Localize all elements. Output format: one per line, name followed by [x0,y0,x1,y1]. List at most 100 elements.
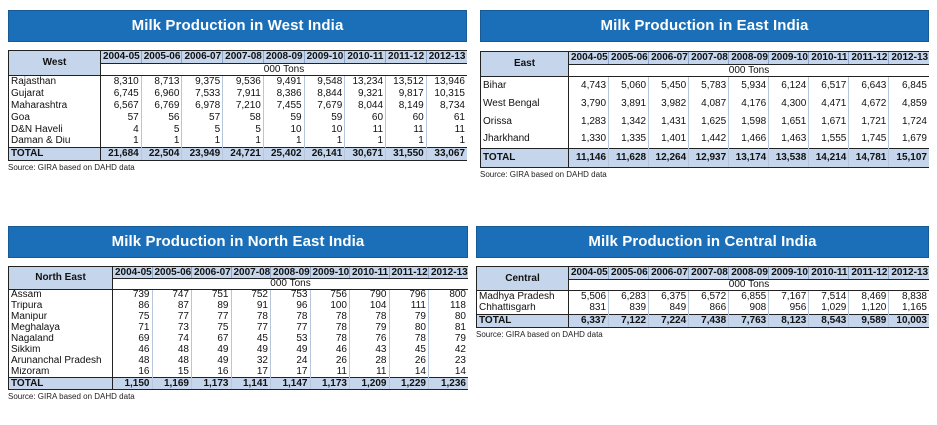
value-cell: 796 [388,289,429,301]
total-cell: 22,504 [140,147,182,161]
value-cell: 7,210 [222,99,264,112]
value-cell: 747 [151,289,192,301]
east-table: East 2004-05 2005-06 2006-07 2007-08 2008-09 2… [480,51,929,168]
value-cell: 4,300 [768,94,809,113]
value-cell: 43 [349,344,389,356]
value-cell: 866 [688,302,729,315]
value-cell: 1,442 [688,130,729,149]
region-header: North East [8,266,113,290]
total-row: TOTAL 11,146 11,628 12,264 12,937 13,174 13,53… [480,148,929,168]
table-row: Assam 739 747 751 752 753 756 790 796 800 [8,289,468,301]
header-row: Central 2004-05 2005-06 2006-07 2007-08 2008-… [476,266,929,291]
value-cell: 11 [309,366,350,378]
value-cell: 69 [112,333,152,345]
value-cell: 78 [309,322,350,334]
value-cell: 6,572 [688,290,729,303]
value-cell: 6,978 [181,99,223,112]
value-cell: 17 [270,366,310,378]
value-cell: 4,471 [808,94,849,113]
value-cell: 8,469 [848,290,889,303]
value-cell: 78 [309,333,350,345]
year-header: 2011-12 [385,50,427,64]
value-cell: 77 [230,322,271,334]
value-cell: 4,859 [888,94,929,113]
value-cell: 10,315 [425,87,467,100]
value-cell: 1,671 [808,112,849,131]
table-row: D&N Haveli 4 5 5 5 10 10 11 11 11 [8,123,467,136]
table-row: Manipur 75 77 77 78 78 78 78 79 80 [8,311,468,323]
total-cell: 26,141 [303,147,345,161]
value-cell: 3,891 [608,94,649,113]
value-cell: 77 [151,311,192,323]
total-label: TOTAL [8,377,113,390]
year-header: 2012-13 [428,266,468,279]
value-cell: 1,120 [848,302,889,315]
value-cell: 60 [344,111,386,124]
state-name: Manipur [8,311,113,323]
state-name: Assam [8,289,113,301]
year-header: 2004-05 [100,50,142,64]
year-header: 2007-08 [230,266,271,279]
value-cell: 57 [181,111,223,124]
total-cell: 9,589 [848,314,889,328]
total-cell: 13,538 [768,148,809,168]
value-cell: 1,466 [728,130,769,149]
value-cell: 78 [349,311,389,323]
west-table: West 2004-05 2005-06 2006-07 2007-08 2008-09 2… [8,50,467,161]
table-row: Mizoram 16 15 16 17 17 11 11 14 14 [8,366,468,378]
year-header: 2009-10 [768,51,809,65]
value-cell: 3,982 [648,94,689,113]
unit-row: 000 Tons [481,64,929,77]
total-cell: 7,763 [728,314,769,328]
value-cell: 8,044 [344,99,386,112]
east-panel: Milk Production in East India East 2004-0… [480,10,929,179]
year-header: 2004-05 [112,266,152,279]
value-cell: 59 [262,111,305,124]
unit-label: 000 Tons [568,64,929,77]
value-cell: 8,386 [262,87,305,100]
value-cell: 96 [270,300,310,312]
total-cell: 33,067 [425,147,467,161]
value-cell: 7,911 [222,87,264,100]
year-header: 2005-06 [608,266,649,280]
value-cell: 26 [309,355,350,367]
year-header: 2004-05 [567,51,609,65]
value-cell: 7,514 [808,290,849,303]
value-cell: 17 [230,366,271,378]
value-cell: 14 [428,366,468,378]
value-cell: 78 [270,311,310,323]
value-cell: 4,743 [567,76,609,95]
value-cell: 79 [349,322,389,334]
value-cell: 1,555 [808,130,849,149]
value-cell: 60 [385,111,427,124]
table-row: Madhya Pradesh 5,506 6,283 6,375 6,572 6,855 7… [476,290,929,303]
value-cell: 908 [728,302,769,315]
west-panel: Milk Production in West India West 2004-0… [8,10,467,172]
total-cell: 1,236 [428,377,468,390]
west-data-table: West 2004-05 2005-06 2006-07 2007-08 2008-09 2… [8,50,467,161]
year-header: 2012-13 [888,266,929,280]
year-header: 2006-07 [648,266,689,280]
value-cell: 849 [648,302,689,315]
northeast-table: North East 2004-05 2005-06 2006-07 2007-08 20… [8,266,468,390]
total-cell: 23,949 [181,147,223,161]
unit-row: 000 Tons [477,279,929,291]
value-cell: 32 [230,355,271,367]
northeast-data-table: North East 2004-05 2005-06 2006-07 2007-08 20… [8,266,468,390]
value-cell: 77 [270,322,310,334]
year-header: 2007-08 [222,50,264,64]
value-cell: 24 [270,355,310,367]
value-cell: 5 [222,123,264,136]
value-cell: 6,375 [648,290,689,303]
value-cell: 58 [222,111,264,124]
value-cell: 9,817 [385,87,427,100]
east-title: Milk Production in East India [480,10,929,42]
value-cell: 752 [230,289,271,301]
value-cell: 80 [388,322,429,334]
value-cell: 11 [349,366,389,378]
value-cell: 10 [303,123,345,136]
value-cell: 1 [100,135,142,148]
value-cell: 8,734 [425,99,467,112]
total-cell: 1,209 [349,377,389,390]
header-row: East 2004-05 2005-06 2006-07 2007-08 2008-09 2… [480,51,929,77]
